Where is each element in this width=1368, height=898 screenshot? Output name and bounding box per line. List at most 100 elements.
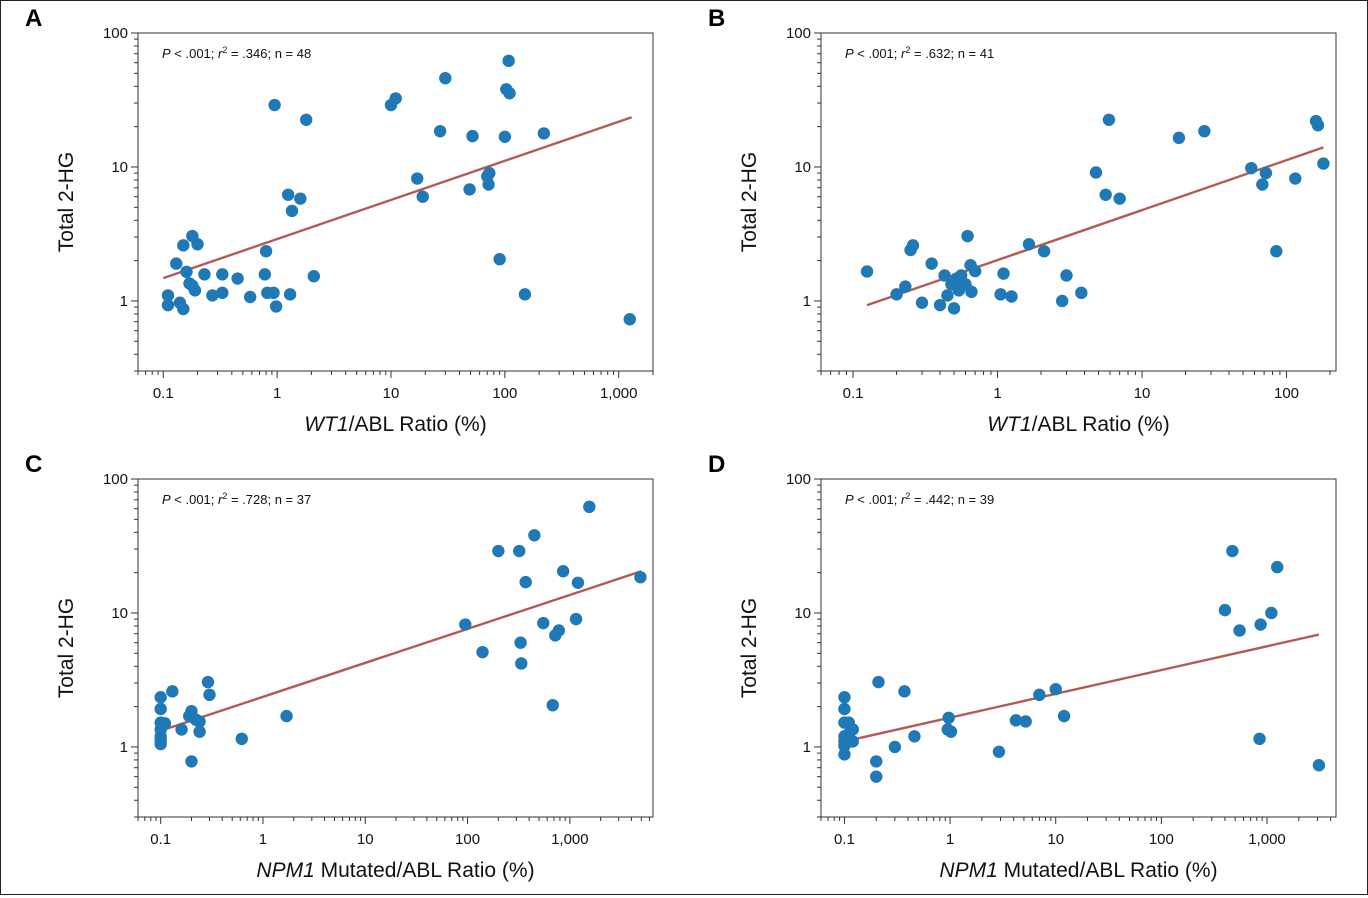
panel-a: A 0.1 1 10 100 1,000 1 10 100 P < .001; r2 = .346… [1, 1, 681, 443]
panel-d-y-tick-label: 1 [803, 739, 811, 756]
panel-c-data-point [201, 675, 215, 689]
panel-d-data-point [1233, 624, 1246, 637]
panel-d-data-point [992, 745, 1006, 758]
panel-c-data-point [280, 709, 293, 723]
panel-a-data-point [161, 289, 175, 302]
panel-a-letter: A [25, 5, 42, 32]
panel-d-x-axis-label: NPM1 Mutated/ABL Ratio (%) [939, 859, 1217, 882]
panel-b-data-point [1099, 188, 1112, 201]
panel-d-data-point [1019, 715, 1032, 728]
panel-d-data-point [942, 711, 955, 725]
panel-d-data-point [838, 702, 851, 716]
panel-d-data-point [1033, 688, 1046, 702]
panel-d-data-point [1218, 603, 1232, 617]
panel-b-data-point [968, 264, 982, 278]
panel-a-data-point [285, 204, 299, 218]
panel-c-data-point [154, 691, 167, 704]
panel-a-data-point [258, 268, 272, 281]
panel-b-data-point [941, 289, 954, 302]
panel-b-x-axis-label: WT1/ABL Ratio (%) [987, 413, 1169, 436]
panel-a-y-tick-label: 10 [111, 159, 128, 176]
panel-b-data-point [1005, 290, 1018, 303]
panel-a-data-point [259, 245, 273, 258]
panel-d-data-point [870, 755, 883, 768]
panel-a-data-point [206, 289, 219, 302]
panel-b-data-point [1055, 294, 1069, 308]
panel-a-data-point [180, 265, 193, 279]
panel-a-data-point [231, 272, 244, 285]
panel-d-data-point [1226, 544, 1239, 558]
panel-a-data-point [503, 87, 516, 100]
panel-d-data-point [838, 748, 851, 761]
panel-a-data-point [389, 92, 402, 105]
panel-d-data-point [1265, 606, 1278, 620]
panel-d-stat-annotation: P < .001; r2 = .442; n = 39 [845, 491, 994, 507]
panel-a-data-point [161, 298, 175, 312]
panel-b-data-point [965, 285, 978, 299]
panel-a-data-point [294, 192, 307, 205]
panel-b-chart: B 0.1 1 10 100 1 10 100 P < .001; r2 = .632; n =… [708, 5, 1337, 436]
panel-d: D 0.1 1 10 100 1,000 1 10 100 P < .001; r2 = .442… [684, 447, 1364, 893]
panel-d-x-tick-label: 1 [946, 831, 954, 848]
panel-a-data-point [177, 239, 190, 252]
panel-b-y-tick-label: 1 [803, 293, 811, 310]
panel-a-x-tick-label: 0.1 [153, 385, 174, 402]
panel-b-data-point [1113, 192, 1126, 205]
panel-c-x-tick-label: 0.1 [150, 831, 171, 848]
panel-a-data-point [463, 183, 476, 196]
panel-a-data-point [281, 188, 295, 201]
panel-c-data-point [571, 576, 585, 589]
panel-d-data-point [898, 685, 911, 698]
panel-d-data-point [872, 675, 885, 689]
panel-c-data-point [235, 732, 248, 746]
panel-d-data-point [888, 740, 902, 754]
panel-b-data-point [1102, 113, 1116, 126]
panel-c-y-axis-label: Total 2-HG [55, 598, 78, 698]
panel-b-data-point [1037, 245, 1051, 258]
panel-d-data-point [944, 725, 958, 738]
panel-c-data-point [175, 723, 188, 736]
panel-a-data-point [198, 268, 211, 281]
panel-a-y-axis-label: Total 2-HG [55, 152, 78, 252]
panel-a-y-tick-label: 100 [103, 25, 128, 42]
panel-c-data-point [166, 685, 179, 698]
panel-c-data-point [515, 657, 528, 670]
panel-a-x-tick-label: 1,000 [600, 385, 638, 402]
panel-a-data-point [411, 172, 424, 185]
panel-b-data-point [890, 288, 903, 301]
panel-c-data-point [552, 624, 566, 637]
panel-b-data-point [1317, 157, 1330, 170]
panel-c-regression-line [160, 570, 642, 732]
panel-d-chart: D 0.1 1 10 100 1,000 1 10 100 P < .001; r2 = .442… [708, 451, 1337, 882]
panel-a-x-tick-label: 1 [273, 385, 281, 402]
panel-c: C 0.1 1 10 100 1,000 1 10 100 P < .001; r2 = .728… [1, 447, 681, 893]
panel-a-data-point [177, 302, 190, 316]
panel-c-y-tick-label: 1 [120, 739, 128, 756]
panel-b-data-point [1089, 166, 1103, 179]
panel-b-letter: B [708, 5, 725, 32]
panel-c-data-point [556, 565, 570, 578]
panel-a-data-point [433, 124, 447, 138]
panel-c-data-point [158, 717, 172, 730]
panel-c-x-tick-label: 1,000 [551, 831, 589, 848]
panel-d-x-tick-label: 10 [1047, 831, 1064, 848]
panel-d-data-point [1057, 709, 1071, 723]
panel-b-data-point [1259, 166, 1273, 180]
panel-a-data-point [493, 252, 506, 266]
panel-a-x-tick-label: 10 [383, 385, 400, 402]
panel-a-data-point [623, 313, 636, 326]
panel-c-data-point [492, 544, 505, 558]
panel-b-data-point [915, 296, 929, 309]
panel-c-data-point [476, 645, 489, 659]
panel-c-letter: C [25, 451, 42, 478]
panel-d-data-point [1049, 682, 1062, 696]
panel-b-x-tick-label: 100 [1274, 385, 1299, 402]
panel-b-data-point [1256, 178, 1269, 191]
panel-c-data-point [193, 715, 206, 728]
panel-b-data-point [1245, 161, 1258, 175]
panel-a-data-point [439, 71, 452, 85]
panel-d-x-tick-label: 100 [1149, 831, 1174, 848]
panel-b-data-point [947, 302, 961, 315]
panel-a-data-point [170, 257, 183, 270]
